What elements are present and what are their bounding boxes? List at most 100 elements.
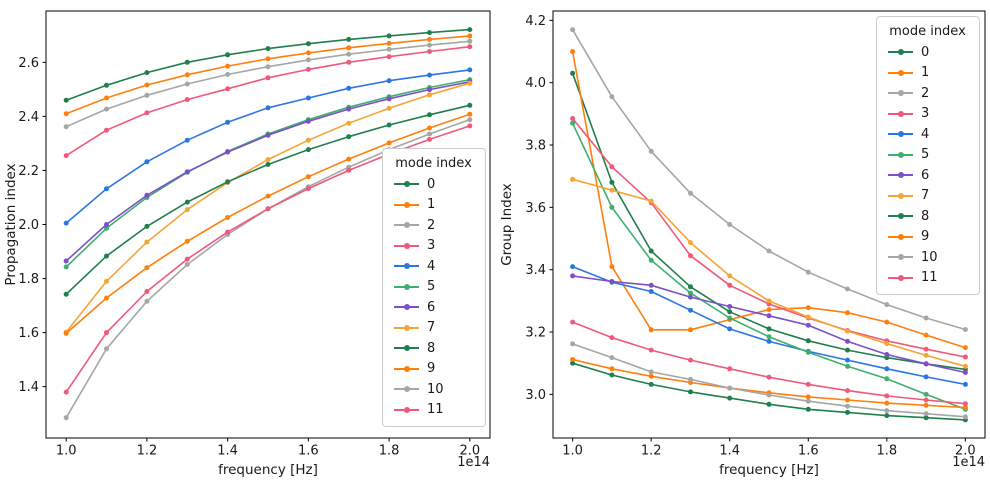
data-point (570, 319, 576, 325)
data-point (346, 134, 352, 140)
data-point (467, 38, 473, 44)
data-point (766, 374, 772, 380)
data-point (265, 64, 271, 70)
legend-entry-label: 6 (921, 167, 930, 183)
legend-line-marker-icon (888, 192, 913, 199)
data-point (346, 120, 352, 126)
data-point (144, 70, 150, 76)
data-point (845, 397, 850, 403)
data-point (570, 49, 576, 54)
data-point (184, 137, 190, 143)
data-point (609, 179, 615, 185)
legend-entry-label: 11 (427, 402, 444, 418)
data-point (104, 225, 109, 231)
data-point (467, 117, 473, 123)
series-6 (570, 273, 968, 375)
data-point (184, 169, 190, 175)
data-point (845, 328, 850, 334)
legend-line-marker-icon (394, 222, 419, 229)
data-point (225, 229, 231, 235)
legend-line-marker-icon (888, 90, 913, 97)
data-point (386, 46, 392, 52)
data-point (845, 363, 850, 369)
data-point (570, 360, 576, 366)
data-point (727, 395, 733, 401)
data-point (225, 179, 231, 185)
data-point (467, 111, 473, 117)
data-point (884, 319, 890, 325)
data-point (386, 122, 392, 128)
data-point (884, 352, 890, 357)
series-2 (63, 38, 473, 130)
series-10 (570, 341, 968, 420)
data-point (346, 45, 352, 51)
legend-entry-label: 5 (427, 279, 436, 295)
legend-line-marker-icon (888, 69, 913, 76)
data-point (766, 298, 772, 304)
data-point (805, 269, 811, 275)
data-point (609, 335, 615, 341)
data-point (845, 403, 850, 409)
data-point (184, 207, 190, 213)
data-point (688, 294, 693, 300)
data-point (727, 304, 733, 309)
y-tick-label: 3.6 (525, 201, 546, 216)
data-point (346, 85, 352, 91)
data-point (609, 372, 615, 378)
legend-line-marker-icon (888, 131, 913, 138)
legend-entry: 5 (394, 277, 473, 298)
x-tick-label: 1.8 (379, 444, 400, 459)
data-point (63, 124, 69, 130)
data-point (386, 96, 392, 102)
data-point (962, 401, 968, 407)
data-point (265, 162, 271, 167)
data-point (265, 105, 271, 111)
data-point (225, 86, 231, 92)
series-9 (63, 111, 473, 336)
series-2 (570, 27, 968, 332)
legend-line-marker-icon (394, 263, 419, 270)
data-point (884, 400, 890, 406)
legend-entry-label: 7 (427, 320, 436, 336)
legend-entry: 6 (888, 165, 967, 186)
data-point (845, 409, 850, 415)
data-point (884, 366, 890, 372)
data-point (305, 186, 311, 192)
x-tick-label: 1.2 (137, 444, 158, 459)
data-point (648, 327, 654, 333)
series-4 (570, 264, 968, 387)
legend-entry: 4 (394, 256, 473, 277)
legend-entry-label: 9 (427, 361, 436, 377)
legend-dot-icon (403, 365, 410, 372)
data-point (305, 57, 311, 63)
legend-entry: 7 (888, 186, 967, 207)
data-point (688, 327, 693, 333)
data-point (427, 87, 432, 93)
legend-title: mode index (889, 24, 966, 39)
legend-entry-label: 1 (921, 65, 930, 81)
data-point (805, 305, 811, 311)
data-point (144, 110, 150, 116)
data-point (467, 33, 473, 39)
legend-entry: 5 (888, 145, 967, 166)
legend-dot-icon (897, 131, 904, 138)
y-axis-label: Group Index (499, 183, 515, 266)
data-point (265, 132, 271, 138)
legend-entry: 10 (888, 247, 967, 268)
data-point (688, 190, 693, 196)
data-point (104, 330, 109, 336)
data-point (845, 338, 850, 344)
legend-entry-label: 3 (427, 238, 436, 254)
legend-line-marker-icon (394, 201, 419, 208)
data-point (805, 394, 811, 400)
legend-dot-icon (897, 192, 904, 199)
series-6 (63, 79, 473, 264)
data-point (184, 199, 190, 205)
series-1 (63, 33, 473, 117)
data-point (648, 148, 654, 154)
legend-line-marker-icon (394, 242, 419, 249)
legend-entry-label: 4 (921, 126, 930, 142)
data-point (727, 366, 733, 372)
series-8 (570, 360, 968, 423)
data-point (727, 222, 733, 227)
